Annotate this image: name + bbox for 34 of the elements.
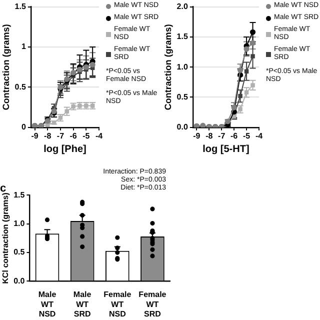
y-tick-label: 1.5 <box>176 32 188 42</box>
x-tick-label: -9 <box>193 131 201 140</box>
y-tick-label: 1.5 <box>14 2 26 12</box>
y-tick-label: 1.0 <box>14 219 26 228</box>
y-axis-title: Contraction (grams) <box>162 24 173 110</box>
x-tick-label: -5 <box>242 131 251 140</box>
x-tick-label: -4 <box>95 131 104 140</box>
y-tick-label: 0 <box>21 122 26 132</box>
x-axis-title: log [5-HT] <box>202 144 250 155</box>
y-tick-label: 1 <box>21 42 26 52</box>
x-axis-title: log [Phe] <box>44 144 86 155</box>
y-tick-label: 2.0 <box>176 2 188 12</box>
x-tick-label: Male WT SRD <box>73 290 92 318</box>
y-axis-title: KCl contraction (grams) <box>1 192 10 284</box>
x-tick-label: Male WT NSD <box>38 290 57 318</box>
x-tick-label: -8 <box>44 131 52 140</box>
x-tick-label: Female WT NSD <box>104 290 132 318</box>
x-tick-label: -5 <box>82 131 90 140</box>
y-tick-label: 0.5 <box>14 248 26 257</box>
y-tick-label: 0.5 <box>176 92 188 102</box>
x-tick-label: -7 <box>218 131 226 140</box>
y-tick-label: 0.0 <box>14 276 26 286</box>
y-axis-title: Contraction (grams) <box>0 24 11 110</box>
x-tick-label: -4 <box>255 131 264 140</box>
y-tick-label: 1.5 <box>14 190 26 200</box>
x-tick-label: -8 <box>206 131 214 140</box>
y-tick-label: 0.5 <box>14 82 26 92</box>
x-tick-label: -9 <box>31 131 39 140</box>
x-tick-label: Female WT SRD <box>138 290 167 318</box>
x-tick-label: -7 <box>56 131 65 140</box>
x-tick-label: -6 <box>70 131 78 140</box>
x-tick-label: -6 <box>230 131 238 140</box>
y-tick-label: 0.0 <box>176 122 188 132</box>
y-tick-label: 1.0 <box>176 62 188 72</box>
